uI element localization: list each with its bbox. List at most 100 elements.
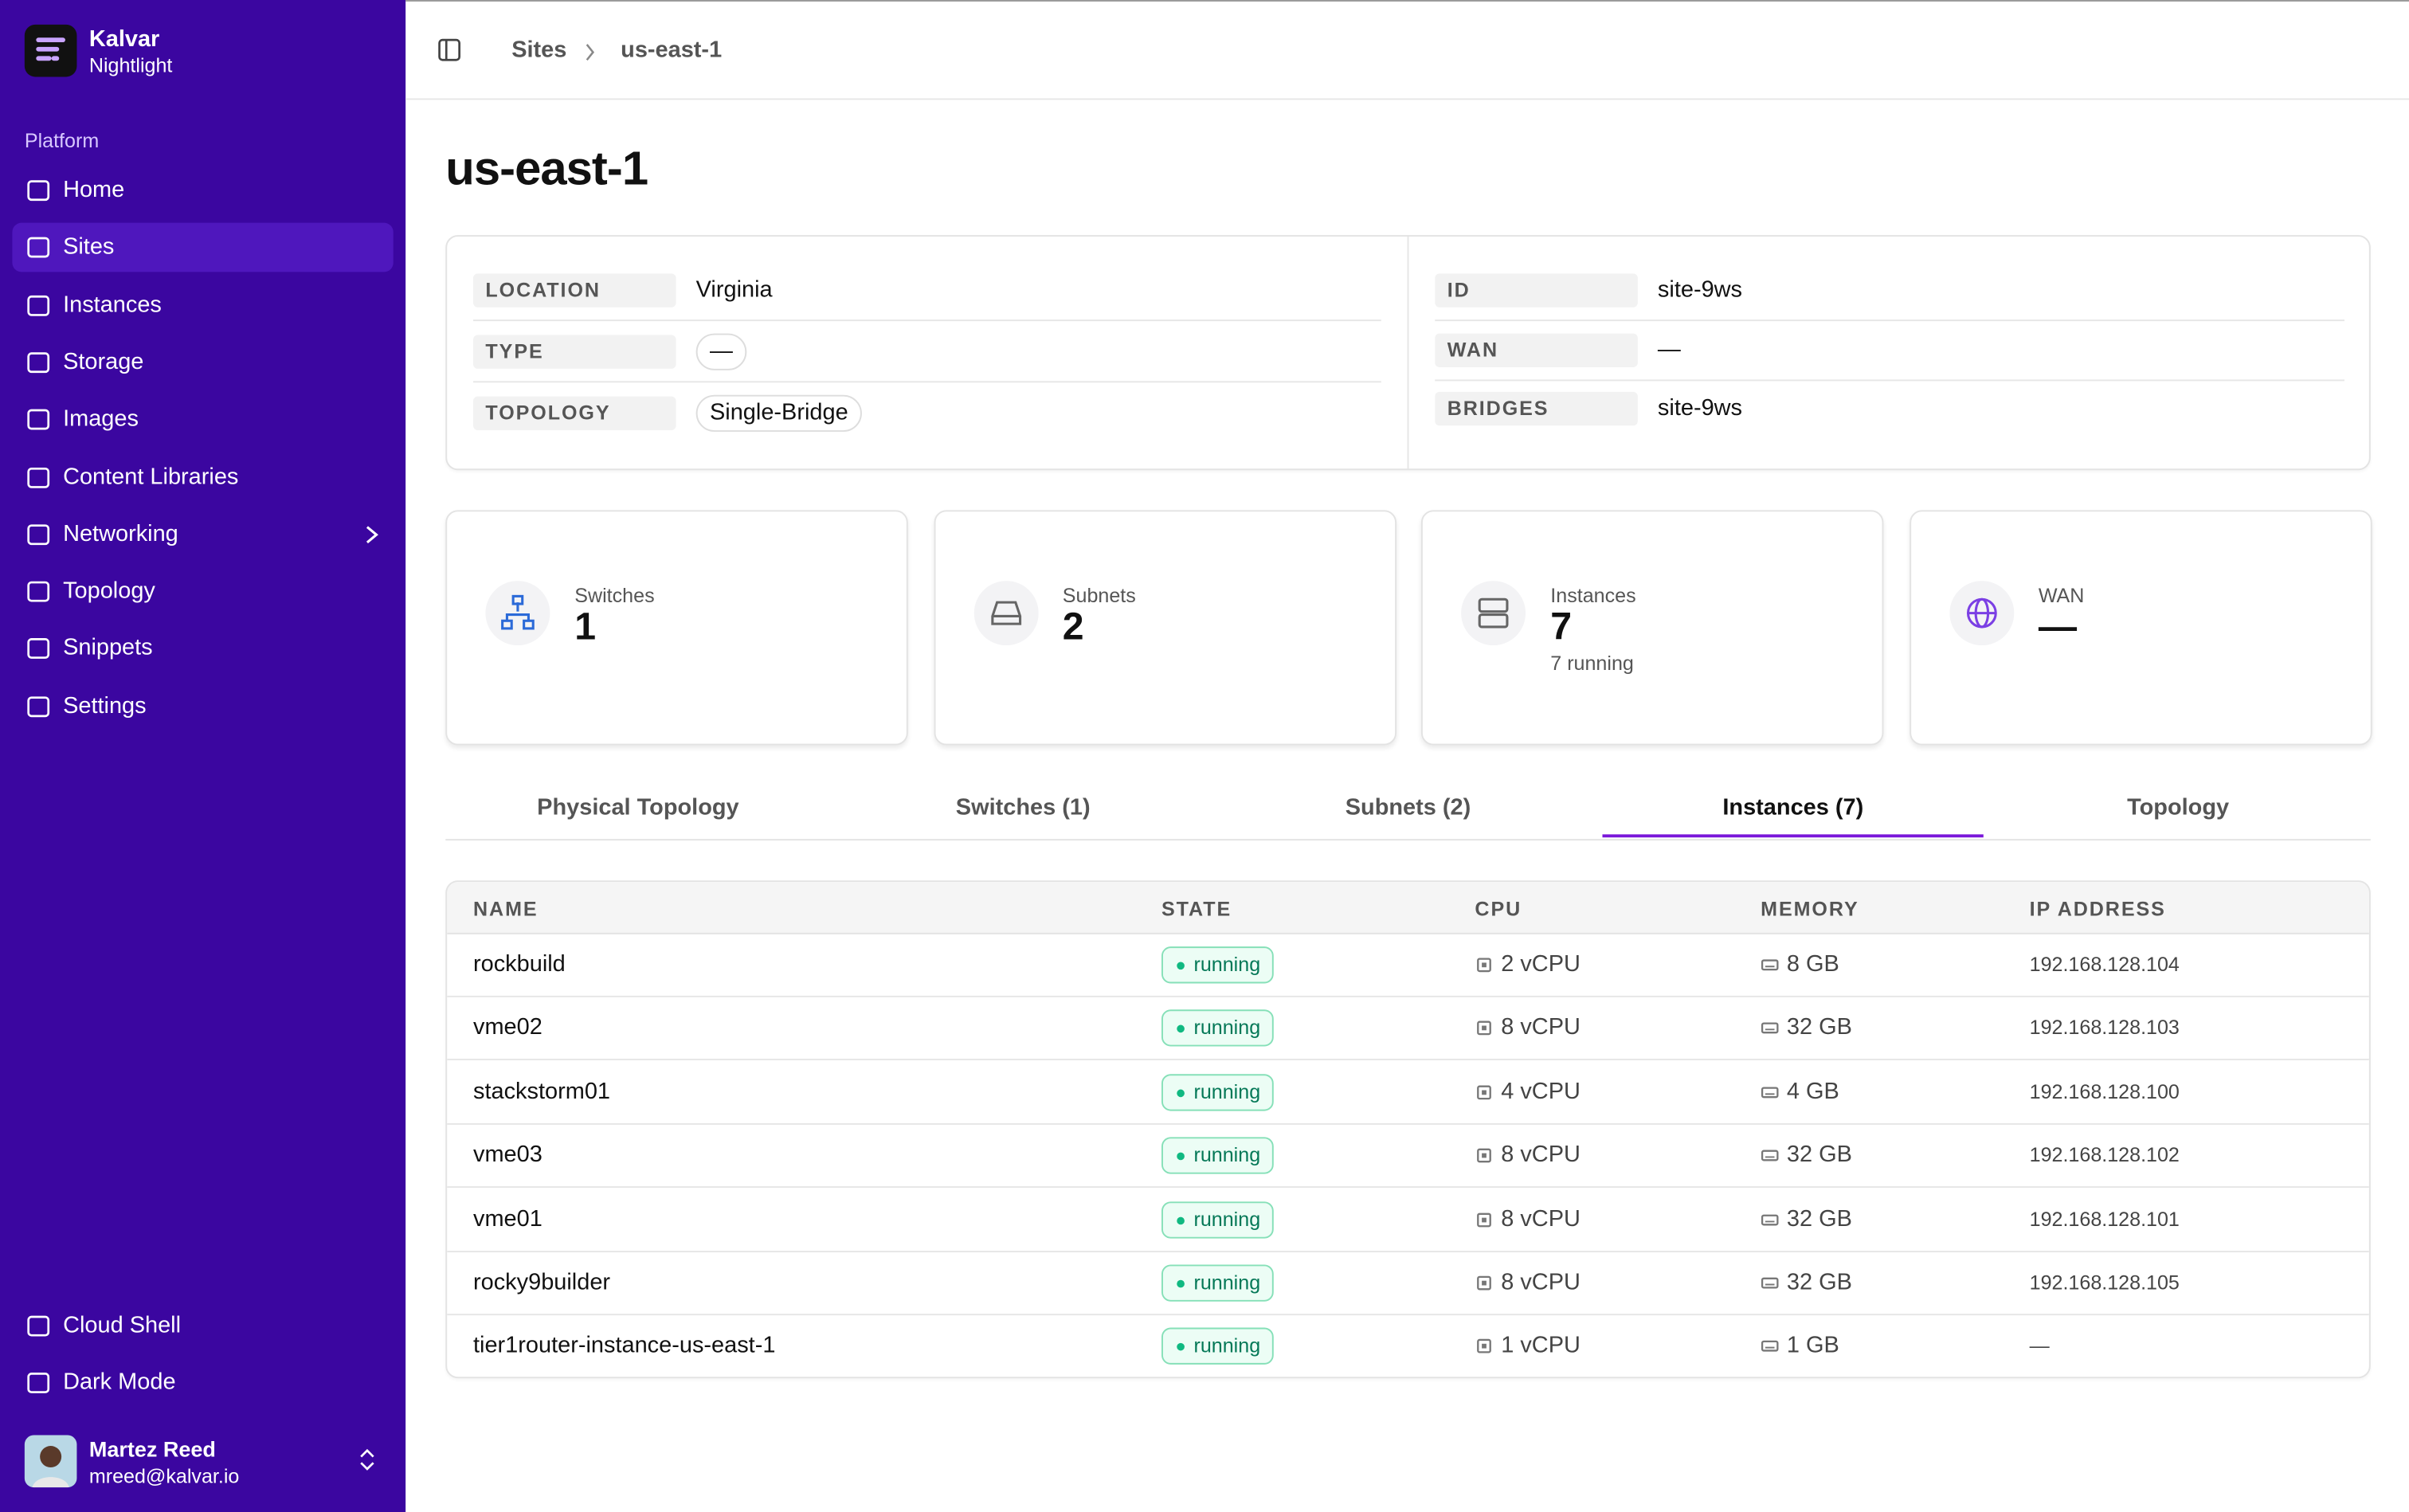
table-header [447, 882, 2369, 934]
detail-label: WAN [1435, 333, 1638, 367]
instance-name: rocky9builder [472, 1269, 611, 1296]
nav-icon-svg [27, 1315, 50, 1337]
tab-label: Switches (1) [955, 794, 1091, 821]
instance-name: vme02 [472, 1014, 543, 1041]
nav-item[interactable]: Storage [12, 338, 393, 387]
sidebar: Kalvar Nightlight Platform Home Sites Instanc… [0, 0, 406, 1512]
footer-nav-item[interactable]: Dark Mode [12, 1359, 393, 1408]
page-title: us-east-1 [445, 141, 648, 195]
cpu-icon [1475, 1336, 1493, 1354]
state-badge: running [1161, 946, 1275, 984]
nav-item[interactable]: Settings [12, 682, 393, 731]
state-badge: running [1161, 1073, 1275, 1111]
nav-item[interactable]: Sites [12, 223, 394, 272]
nav-label: Cloud Shell [63, 1312, 182, 1339]
breadcrumb-current: us-east-1 [621, 37, 723, 64]
tab[interactable]: Switches (1) [831, 784, 1216, 838]
nav-icon [26, 1371, 51, 1396]
row-divider [1435, 379, 2344, 382]
nav-icon-svg [27, 295, 50, 315]
user-name: Martez Reed [88, 1436, 216, 1462]
table-row[interactable]: vme01 running 8 vCPU 32 GB 192.168.128.101 [447, 1187, 2369, 1252]
table-row[interactable]: rocky9builder running 8 vCPU 32 GB 192.168.1… [447, 1251, 2369, 1316]
detail-label: BRIDGES [1435, 391, 1638, 426]
table-row[interactable]: stackstorm01 running 4 vCPU 4 GB 192.168.128… [447, 1060, 2369, 1125]
footer-nav-item[interactable]: Cloud Shell [12, 1302, 393, 1351]
stat-value: 1 [574, 605, 597, 648]
cpu-icon [1475, 1145, 1493, 1163]
memory-icon [1761, 1145, 1779, 1163]
nav-icon-svg [27, 638, 50, 660]
tab[interactable]: Subnets (2) [1216, 784, 1600, 838]
memory: 32 GB [1786, 1142, 1852, 1169]
table-row[interactable]: tier1router-instance-us-east-1 running 1 v… [447, 1314, 2369, 1377]
cpu: 1 vCPU [1501, 1333, 1581, 1359]
ip-address: — [2029, 1334, 2050, 1357]
stat-value: — [2038, 605, 2078, 648]
tab-label: Instances (7) [1722, 794, 1864, 821]
instance-name: vme03 [472, 1142, 543, 1169]
nav-item[interactable]: Home [12, 166, 393, 215]
avatar-img [32, 1446, 69, 1488]
nav-item[interactable]: Snippets [12, 625, 393, 674]
memory: 4 GB [1786, 1078, 1839, 1105]
state-dot [1177, 1216, 1185, 1224]
nav-item[interactable]: Topology [12, 567, 393, 617]
ip-address: 192.168.128.102 [2029, 1143, 2180, 1167]
stat-icon-svg [973, 581, 1038, 646]
tab[interactable]: Topology [1985, 784, 2370, 838]
breadcrumb-item[interactable]: Sites [511, 37, 567, 64]
instances-table: NAME STATE CPU MEMORY IP ADDRESS rockbuild run… [445, 880, 2371, 1379]
detail-value: site-9ws [1657, 394, 1743, 421]
stat-label: Instances [1550, 583, 1636, 607]
state-badge: running [1161, 1137, 1275, 1175]
nav-label: Storage [63, 348, 144, 375]
memory: 32 GB [1786, 1014, 1852, 1041]
user-email: mreed@kalvar.io [88, 1464, 240, 1488]
nav-icon [26, 178, 51, 203]
nav-icon-svg [27, 695, 50, 717]
table-row[interactable]: vme03 running 8 vCPU 32 GB 192.168.128.102 [447, 1123, 2369, 1189]
nav-item[interactable]: Content Libraries [12, 452, 393, 502]
nav-label: Dark Mode [63, 1369, 176, 1396]
nav-label: Snippets [63, 635, 153, 662]
stat-label: WAN [2038, 583, 2085, 607]
table-row[interactable]: vme02 running 8 vCPU 32 GB 192.168.128.103 [447, 997, 2369, 1061]
nav-icon [26, 522, 51, 546]
ip-address: 192.168.128.100 [2029, 1079, 2180, 1103]
nav-item[interactable]: Images [12, 395, 393, 445]
nav-icon [26, 694, 51, 719]
stat-icon [1461, 581, 1526, 646]
memory-icon-svg [1761, 1213, 1779, 1225]
sidebar-toggle[interactable] [438, 38, 461, 61]
tab-label: Physical Topology [537, 794, 739, 821]
row-divider [472, 319, 1381, 322]
cpu-icon-svg [1477, 1339, 1491, 1354]
memory-icon-svg [1761, 959, 1779, 971]
tab[interactable]: Physical Topology [445, 784, 830, 838]
cpu: 8 vCPU [1501, 1269, 1581, 1296]
stat-card: Instances 7 7 running [1421, 510, 1884, 746]
cpu-icon [1475, 1272, 1493, 1291]
nav-icon [26, 351, 51, 375]
table-row[interactable]: rockbuild running 2 vCPU 8 GB 192.168.128.10… [447, 933, 2369, 997]
nav-icon [26, 1314, 51, 1338]
memory: 32 GB [1786, 1205, 1852, 1232]
nav-item[interactable]: Networking [12, 510, 393, 559]
nav-label: Home [63, 176, 125, 203]
state-dot [1177, 1089, 1185, 1097]
detail-value: Virginia [695, 276, 773, 303]
nav-label: Instances [63, 291, 162, 318]
memory-icon [1761, 1082, 1779, 1100]
state-dot [1177, 1153, 1185, 1161]
nav-icon-svg [27, 581, 50, 602]
nav-label: Images [63, 405, 139, 433]
details-divider [1407, 237, 1409, 469]
nav-item[interactable]: Instances [12, 280, 393, 330]
state-dot [1177, 1025, 1185, 1033]
expand-chevron [362, 523, 381, 545]
nav-icon [26, 464, 51, 489]
tab[interactable]: Instances (7) [1600, 784, 1985, 838]
breadcrumb-separator [584, 41, 596, 61]
instance-name: rockbuild [472, 950, 566, 977]
